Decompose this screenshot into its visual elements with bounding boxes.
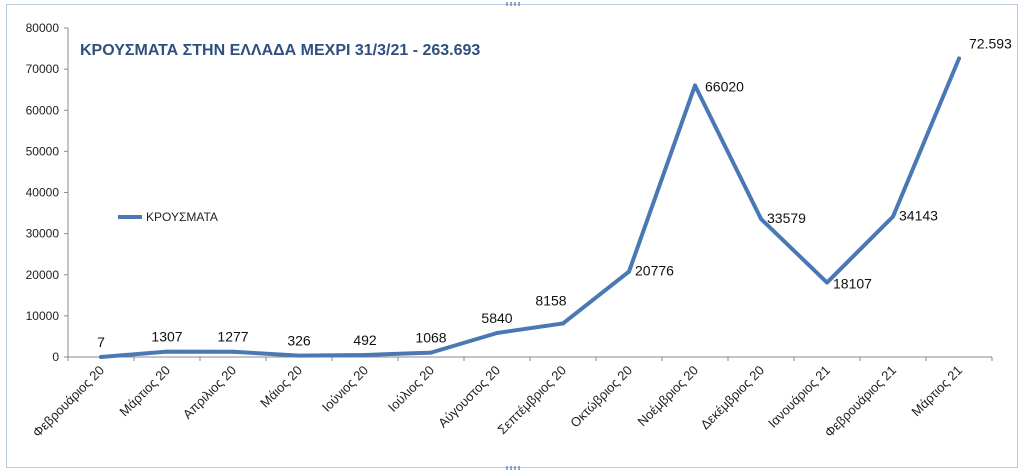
data-point [957,56,961,61]
legend-label: ΚΡΟΥΣΜΑΤΑ [146,210,218,224]
x-tick-label: Σεπτέμβριος 20 [494,363,569,438]
data-label: 66020 [705,78,744,94]
x-tick-label: Νοέμβριος 20 [634,363,701,430]
x-tick-label: Οκτώβριος 20 [567,363,635,431]
data-label: 7 [97,334,105,350]
data-label: 72.593 [969,35,1012,51]
data-point [825,280,829,285]
y-tick-label: 40000 [26,186,60,200]
resize-handle-top[interactable] [506,2,520,6]
data-label: 20776 [635,263,674,279]
series-line-krousmata [99,56,961,359]
data-point [693,83,697,88]
legend-swatch [118,215,142,219]
x-tick-label: Ιούλιος 20 [385,363,437,415]
data-point [363,352,367,357]
data-label: 33579 [767,210,806,226]
chart-title: ΚΡΟΥΣΜΑΤΑ ΣΤΗΝ ΕΛΛΑΔΑ ΜΕΧΡΙ 31/3/21 - 26… [80,42,481,59]
y-tick-label: 30000 [26,227,60,241]
y-tick-label: 50000 [26,144,60,158]
data-label: 492 [353,332,377,348]
data-point [231,349,235,354]
data-label: 34143 [899,208,938,224]
x-tick-label: Ιανουάριος 21 [765,363,833,431]
y-tick-label: 0 [52,350,59,364]
chart-frame [6,4,1018,468]
x-tick-label: Ιούνιος 20 [319,363,371,415]
x-tick-label: Δεκέμβριος 20 [697,363,767,433]
data-label: 1307 [151,329,182,345]
data-point [891,214,895,219]
y-tick-label: 10000 [26,309,60,323]
data-label: 1277 [217,329,248,345]
data-label: 1068 [415,330,446,346]
y-tick-label: 80000 [26,21,60,35]
data-label: 5840 [481,310,512,326]
data-label: 8158 [535,292,566,308]
x-tick-label: Φεβρουάριος 21 [822,363,900,441]
data-point [495,330,499,335]
y-tick-label: 60000 [26,103,60,117]
x-tick-label: Μάρτιος 20 [116,363,173,420]
x-tick-label: Μάιος 20 [257,363,305,411]
x-tick-label: Φεβρουάριος 20 [30,363,108,441]
data-point [429,350,433,355]
x-tick-label: Αύγουστος 20 [435,363,503,431]
y-tick-label: 20000 [26,268,60,282]
data-label: 326 [287,333,311,349]
data-point [165,349,169,354]
legend: ΚΡΟΥΣΜΑΤΑ [118,210,218,224]
x-tick-label: Μάρτιος 21 [908,363,965,420]
y-tick-label: 70000 [26,62,60,76]
data-point [627,269,631,274]
data-point [561,321,565,326]
data-point [759,216,763,221]
data-label: 18107 [833,276,872,292]
data-point [297,353,301,358]
x-tick-label: Απριλιος 20 [180,363,239,422]
resize-handle-bottom[interactable] [506,466,520,470]
data-point [99,354,103,359]
